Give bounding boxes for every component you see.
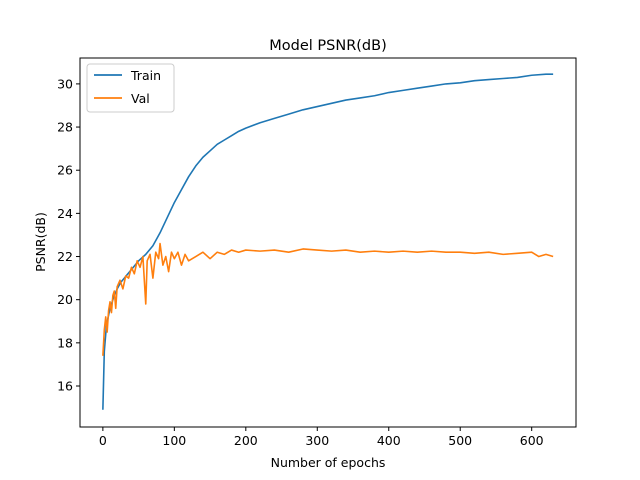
legend-label-train: Train (130, 68, 161, 83)
x-tick-label: 200 (234, 433, 258, 448)
y-tick-label: 22 (57, 249, 73, 264)
legend-box (86, 63, 175, 113)
chart-title: Model PSNR(dB) (269, 38, 386, 54)
legend-label-val: Val (131, 91, 150, 106)
x-tick-label: 100 (162, 433, 186, 448)
axes-frame (79, 57, 577, 428)
y-tick-label: 16 (57, 379, 73, 394)
x-tick-label: 300 (305, 433, 329, 448)
y-tick-label: 28 (57, 120, 73, 135)
x-axis-ticks: 0 100 200 300 400 500 600 (99, 427, 544, 448)
y-tick-label: 18 (57, 335, 73, 350)
x-axis-label: Number of epochs (271, 455, 386, 470)
x-tick-label: 600 (520, 433, 544, 448)
y-tick-label: 26 (57, 163, 73, 178)
series-line-train (102, 73, 554, 410)
y-tick-label: 24 (57, 206, 73, 221)
x-tick-label: 400 (377, 433, 401, 448)
plot-lines (102, 73, 554, 410)
y-axis-label: PSNR(dB) (33, 212, 48, 272)
x-tick-label: 0 (99, 433, 107, 448)
series-line-val (102, 242, 554, 356)
legend: Train Val (86, 63, 175, 113)
y-tick-label: 20 (57, 292, 73, 307)
x-tick-label: 500 (448, 433, 472, 448)
y-axis-ticks: 16 18 20 22 24 26 28 30 (57, 76, 80, 394)
y-tick-label: 30 (57, 76, 73, 91)
